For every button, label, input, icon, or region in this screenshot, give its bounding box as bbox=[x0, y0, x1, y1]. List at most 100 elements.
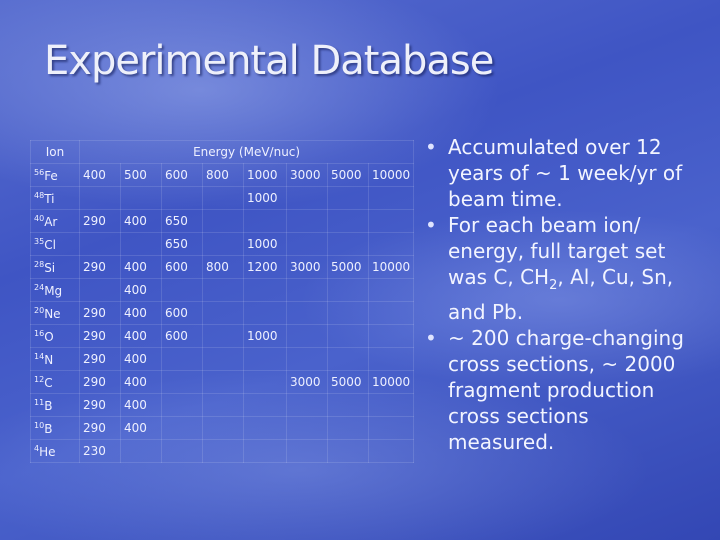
element-symbol: Ar bbox=[44, 214, 58, 229]
energy-cell: 400 bbox=[120, 255, 162, 279]
energy-cell: 5000 bbox=[327, 370, 369, 394]
empty-cell bbox=[202, 278, 244, 302]
table-row: 10B 290 400 bbox=[30, 416, 415, 440]
empty-cell bbox=[202, 370, 244, 394]
ion-cell: 40Ar bbox=[30, 209, 80, 233]
empty-cell bbox=[286, 301, 328, 325]
element-symbol: C bbox=[44, 375, 53, 390]
element-symbol: Ti bbox=[44, 191, 55, 206]
energy-cell: 290 bbox=[79, 416, 121, 440]
energy-cell: 400 bbox=[120, 370, 162, 394]
table-row: 20Ne 290 400 600 bbox=[30, 301, 415, 325]
bullet-text: ~ 200 charge-changing cross sections, ~ … bbox=[448, 326, 684, 454]
empty-cell bbox=[327, 439, 369, 463]
empty-cell bbox=[286, 186, 328, 210]
empty-cell bbox=[286, 232, 328, 256]
bullet-text: , Al, Cu, Sn, and Pb. bbox=[448, 265, 674, 324]
empty-cell bbox=[286, 278, 328, 302]
empty-cell bbox=[161, 439, 203, 463]
empty-cell bbox=[120, 186, 162, 210]
empty-cell bbox=[243, 347, 287, 371]
element-symbol: B bbox=[44, 421, 53, 436]
empty-cell bbox=[202, 416, 244, 440]
element-symbol: Fe bbox=[44, 168, 58, 183]
energy-cell: 400 bbox=[120, 416, 162, 440]
mass-number: 11 bbox=[34, 397, 45, 407]
empty-cell bbox=[243, 370, 287, 394]
table-row: 40Ar 290 400 650 bbox=[30, 209, 415, 233]
ion-cell: 4He bbox=[30, 439, 80, 463]
element-symbol: O bbox=[44, 329, 54, 344]
empty-cell bbox=[367, 278, 415, 302]
mass-number: 48 bbox=[34, 190, 45, 200]
energy-cell: 230 bbox=[79, 439, 121, 463]
bullet-text: Accumulated over 12 years of ~ 1 week/yr… bbox=[448, 135, 683, 211]
empty-cell bbox=[286, 347, 328, 371]
ion-header: Ion bbox=[30, 140, 80, 164]
energy-cell: 290 bbox=[79, 324, 121, 348]
empty-cell bbox=[327, 301, 369, 325]
element-symbol: Mg bbox=[44, 283, 63, 298]
empty-cell bbox=[367, 324, 415, 348]
empty-cell bbox=[243, 439, 287, 463]
energy-cell: 800 bbox=[202, 255, 244, 279]
table-row: 56Fe 400 500 600 800 1000 3000 5000 10000 bbox=[30, 163, 415, 187]
energy-cell: 500 bbox=[120, 163, 162, 187]
ion-cell: 56Fe bbox=[30, 163, 80, 187]
mass-number: 20 bbox=[34, 305, 45, 315]
bullet-list: Accumulated over 12 years of ~ 1 week/yr… bbox=[425, 134, 687, 455]
energy-cell: 10000 bbox=[367, 255, 415, 279]
empty-cell bbox=[161, 278, 203, 302]
empty-cell bbox=[202, 186, 244, 210]
empty-cell bbox=[286, 209, 328, 233]
energy-cell: 1000 bbox=[243, 232, 287, 256]
empty-cell bbox=[367, 393, 415, 417]
ion-cell: 14N bbox=[30, 347, 80, 371]
energy-cell: 650 bbox=[161, 232, 203, 256]
table-row: 28Si 290 400 600 800 1200 3000 5000 10000 bbox=[30, 255, 415, 279]
empty-cell bbox=[243, 393, 287, 417]
energy-cell: 1000 bbox=[243, 324, 287, 348]
energy-cell: 400 bbox=[120, 347, 162, 371]
energy-cell: 400 bbox=[120, 209, 162, 233]
energy-cell: 10000 bbox=[367, 163, 415, 187]
energy-cell: 600 bbox=[161, 255, 203, 279]
energy-cell: 650 bbox=[161, 209, 203, 233]
energy-cell: 290 bbox=[79, 301, 121, 325]
mass-number: 16 bbox=[34, 328, 45, 338]
mass-number: 24 bbox=[34, 282, 45, 292]
empty-cell bbox=[243, 416, 287, 440]
empty-cell bbox=[161, 370, 203, 394]
energy-cell: 1000 bbox=[243, 163, 287, 187]
ion-cell: 28Si bbox=[30, 255, 80, 279]
mass-number: 10 bbox=[34, 420, 45, 430]
energy-cell: 400 bbox=[120, 393, 162, 417]
mass-number: 14 bbox=[34, 351, 45, 361]
ion-cell: 48Ti bbox=[30, 186, 80, 210]
empty-cell bbox=[367, 347, 415, 371]
energy-cell: 290 bbox=[79, 393, 121, 417]
empty-cell bbox=[79, 232, 121, 256]
empty-cell bbox=[202, 232, 244, 256]
empty-cell bbox=[161, 186, 203, 210]
empty-cell bbox=[79, 278, 121, 302]
energy-cell: 600 bbox=[161, 324, 203, 348]
bullet-text: For each beam ion/ energy, full target s… bbox=[448, 213, 666, 289]
empty-cell bbox=[286, 324, 328, 348]
empty-cell bbox=[327, 232, 369, 256]
energy-cell: 5000 bbox=[327, 163, 369, 187]
empty-cell bbox=[367, 209, 415, 233]
element-symbol: N bbox=[44, 352, 54, 367]
empty-cell bbox=[327, 209, 369, 233]
empty-cell bbox=[243, 301, 287, 325]
ion-cell: 10B bbox=[30, 416, 80, 440]
element-symbol: Ne bbox=[44, 306, 61, 321]
ion-cell: 24Mg bbox=[30, 278, 80, 302]
mass-number: 28 bbox=[34, 259, 45, 269]
empty-cell bbox=[202, 209, 244, 233]
empty-cell bbox=[202, 439, 244, 463]
bullet-item: Accumulated over 12 years of ~ 1 week/yr… bbox=[425, 134, 687, 212]
empty-cell bbox=[161, 416, 203, 440]
energy-cell: 600 bbox=[161, 301, 203, 325]
